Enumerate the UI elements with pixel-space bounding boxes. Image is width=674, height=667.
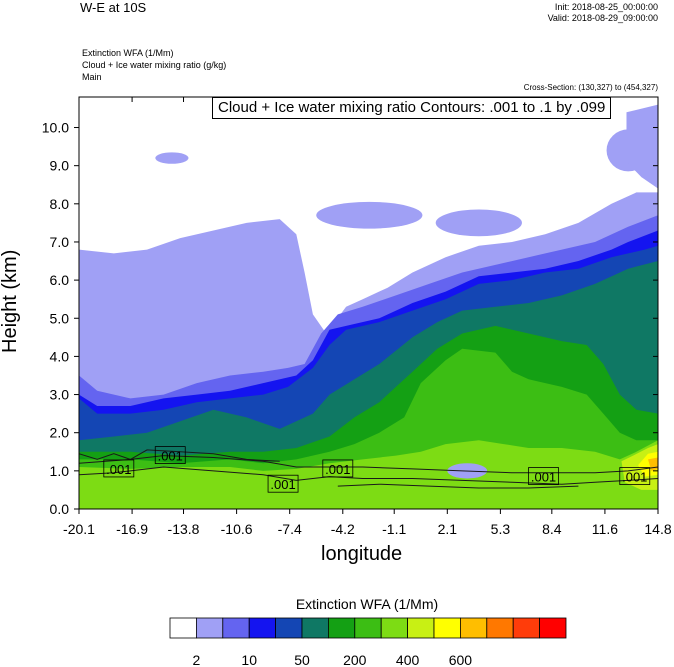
x-tick-label: 2.1 [438, 521, 458, 537]
colorbar-tick-labels: 2 10 50 200 400 600 [193, 652, 473, 667]
y-tick-label: 9.0 [50, 158, 70, 174]
y-tick-label: 3.0 [50, 387, 70, 403]
x-axis-title: longitude [321, 543, 403, 565]
contour-info-box: Cloud + Ice water mixing ratio Contours:… [212, 97, 612, 119]
contour-line [337, 483, 579, 489]
contour-labels: .001 .001 .001 .001 .001 .001 [103, 446, 651, 493]
x-tick-label: -1.1 [382, 521, 406, 537]
extinction-layer-8 [79, 440, 658, 509]
extinction-field [79, 104, 658, 509]
contour-label-box [619, 467, 651, 485]
y-tick-label: 2.0 [50, 425, 70, 441]
y-tick-label: 0.0 [50, 501, 70, 517]
thin-cloud-patch [626, 104, 658, 189]
contour-line [79, 466, 658, 485]
colorbar-tick-label: 600 [449, 652, 473, 667]
contour-label: .001 [106, 462, 131, 477]
colorbar-swatch [275, 617, 303, 639]
y-tick-label: 5.0 [50, 310, 70, 326]
plot-header-title: W-E at 10S [80, 0, 147, 15]
field-name-main: Main [82, 72, 102, 82]
x-tick-label: 8.4 [542, 521, 562, 537]
contour-label-box [528, 467, 559, 485]
colorbar-title: Extinction WFA (1/Mm) [295, 596, 439, 612]
x-tick-label: 11.6 [592, 521, 618, 537]
init-time: Init: 2018-08-25_00:00:00 [554, 2, 658, 12]
field-name-mixing-ratio: Cloud + Ice water mixing ratio (g/kg) [82, 60, 227, 70]
contour-label: .001 [270, 477, 295, 492]
colorbar-swatch [354, 617, 382, 639]
contour-label: .001 [158, 449, 183, 464]
contour-label-box [267, 474, 299, 493]
colorbar-tick-label: 400 [396, 652, 420, 667]
colorbar-swatch [407, 617, 435, 639]
x-tick-label: -4.2 [331, 521, 355, 537]
y-tick-label: 4.0 [50, 348, 70, 364]
contour-label-box [154, 446, 186, 464]
contour-label: .001 [325, 462, 350, 477]
colorbar-tick-label: 50 [294, 652, 310, 667]
x-tick-label: -16.9 [116, 521, 148, 537]
valid-time: Valid: 2018-08-29_09:00:00 [547, 13, 658, 23]
colorbar-swatch [301, 617, 329, 639]
x-tick-label: 5.3 [491, 521, 511, 537]
contour-label: .001 [531, 470, 556, 485]
colorbar-swatch [222, 617, 250, 639]
x-axis: -20.1 -16.9 -13.8 -10.6 -7.4 -4.2 -1.1 2.1 5.3 8.… [63, 97, 672, 537]
colorbar-swatch [512, 617, 541, 639]
colorbar-swatch [327, 617, 356, 639]
thin-cloud-patch [155, 152, 189, 164]
y-tick-label: 8.0 [50, 196, 70, 212]
contour-label-box [322, 459, 354, 478]
colorbar-swatch [539, 617, 567, 639]
x-tick-label: -20.1 [63, 521, 95, 537]
y-axis-title: Height (km) [0, 249, 21, 353]
x-tick-label: -10.6 [221, 521, 253, 537]
colorbar [169, 617, 567, 639]
colorbar-swatch [380, 617, 409, 639]
colorbar-tick-label: 2 [193, 652, 201, 667]
y-tick-label: 7.0 [50, 234, 70, 250]
y-tick-label: 10.0 [42, 120, 69, 136]
contour-line [79, 449, 280, 462]
colorbar-swatch [195, 617, 224, 639]
colorbar-swatch [433, 617, 461, 639]
contour-line [79, 455, 658, 474]
colorbar-swatch [248, 617, 276, 639]
contour-label: .001 [622, 470, 647, 485]
colorbar-swatch [169, 617, 197, 639]
thin-cloud-patch [435, 209, 522, 237]
colorbar-tick-label: 200 [343, 652, 367, 667]
y-tick-label: 1.0 [50, 463, 70, 479]
x-tick-label: -13.8 [168, 521, 200, 537]
contour-label-box [103, 459, 135, 478]
y-tick-label: 6.0 [50, 272, 70, 288]
x-tick-label: 14.8 [644, 521, 671, 537]
cross-section-label: Cross-Section: (130,327) to (454,327) [523, 83, 658, 92]
x-tick-label: -7.4 [278, 521, 302, 537]
thin-cloud-patch [316, 201, 423, 229]
mixing-ratio-contours [79, 449, 658, 489]
field-name-extinction: Extinction WFA (1/Mm) [82, 48, 174, 58]
colorbar-swatch [459, 617, 488, 639]
y-axis: 0.0 1.0 2.0 3.0 4.0 5.0 6.0 7.0 8.0 9.0 10.0 [42, 120, 658, 517]
colorbar-swatch [486, 617, 514, 639]
colorbar-tick-label: 10 [241, 652, 257, 667]
